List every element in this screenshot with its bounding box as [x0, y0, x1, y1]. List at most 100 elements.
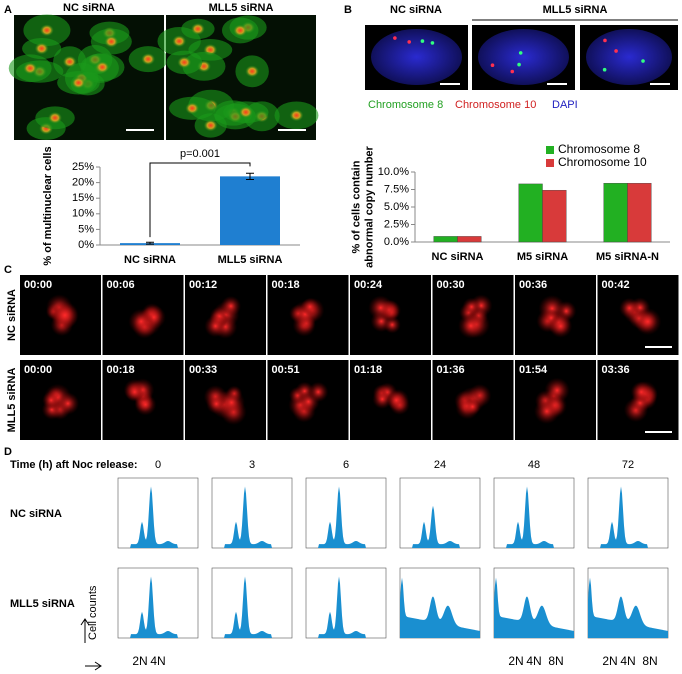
- histogram: [306, 576, 386, 638]
- time: 3: [249, 459, 255, 471]
- histogram: [118, 576, 198, 638]
- error-bar: [146, 241, 154, 245]
- y-axis-label: % of cells contain: [350, 160, 362, 253]
- ploidy-label: 2N: [132, 654, 147, 668]
- chromatin: [634, 308, 662, 336]
- row-label: NC siRNA: [10, 508, 62, 520]
- x-tick-label: NC siRNA: [432, 251, 484, 263]
- timestamp: 01:54: [519, 364, 548, 376]
- legend-entry: Chromosome 10: [558, 155, 647, 169]
- histogram: [494, 486, 574, 548]
- time: 72: [622, 459, 634, 471]
- histogram-frame: [305, 567, 387, 639]
- probe: [510, 69, 515, 74]
- axis-arrows: [80, 618, 102, 671]
- image-label: NC siRNA: [63, 2, 115, 14]
- timestamp: 00:51: [272, 364, 300, 376]
- timestamp: 00:18: [107, 364, 135, 376]
- significance-bracket: [149, 162, 251, 238]
- histogram: [588, 486, 668, 548]
- nucleus: [34, 42, 49, 55]
- probe: [603, 38, 607, 43]
- chromatin: [458, 312, 484, 339]
- histogram: [588, 577, 668, 638]
- y-axis-label: abnormal copy number: [363, 145, 375, 267]
- x-tick-label: NC siRNA: [124, 254, 176, 266]
- timestamp: 00:00: [24, 364, 52, 376]
- bar: [603, 182, 628, 243]
- panel-letter: B: [344, 4, 352, 16]
- ploidy-label: 4N: [620, 654, 635, 668]
- chromatin: [383, 316, 401, 334]
- bar: [627, 182, 652, 243]
- y-tick-label: 7.5%: [384, 183, 409, 195]
- nucleus: [203, 119, 218, 132]
- nucleus: [23, 62, 38, 75]
- row-label: NC siRNA: [6, 289, 18, 341]
- nucleus: [371, 29, 462, 85]
- nucleus: [190, 22, 205, 35]
- chromatin: [462, 297, 481, 317]
- nucleus: [104, 35, 119, 48]
- y-tick-label: 25%: [72, 161, 94, 173]
- y-tick-label: 5%: [78, 223, 94, 235]
- bar: [518, 183, 543, 243]
- chromatin: [128, 308, 154, 335]
- chromatin: [301, 297, 319, 316]
- chromatin: [56, 392, 80, 415]
- chromatin: [630, 381, 653, 403]
- chromatin: [204, 315, 227, 338]
- timestamp: 00:12: [189, 279, 217, 291]
- chromatin: [464, 398, 481, 416]
- bar: [220, 176, 280, 245]
- nucleus: [478, 29, 569, 85]
- timestamp: 00:30: [437, 279, 465, 291]
- row-label: MLL5 siRNA: [6, 368, 18, 433]
- panel-letter: C: [4, 264, 12, 276]
- y-tick-label: 10.0%: [378, 166, 409, 178]
- time-label: Time (h) aft Noc release:: [10, 459, 138, 471]
- ploidy-label: 4N: [526, 654, 541, 668]
- nucleus: [62, 55, 77, 68]
- histogram-frame: [117, 477, 199, 549]
- time: 0: [155, 459, 161, 471]
- timestamp: 01:18: [354, 364, 382, 376]
- y-tick-label: 0.0%: [384, 236, 409, 248]
- histogram-frame: [399, 477, 481, 549]
- nucleus: [141, 53, 156, 66]
- timestamp: 00:42: [602, 279, 630, 291]
- nucleus: [177, 56, 192, 69]
- micrograph: [157, 15, 319, 140]
- y-tick-label: 10%: [72, 208, 94, 220]
- timestamp: 00:06: [107, 279, 135, 291]
- histogram: [212, 486, 292, 548]
- y-axis-label: % of multinuclear cells: [42, 146, 54, 265]
- histogram-frame: [493, 477, 575, 549]
- image-label: MLL5 siRNA: [543, 4, 608, 16]
- nucleus: [48, 111, 63, 124]
- y-tick-label: 20%: [72, 177, 94, 189]
- probe: [641, 59, 645, 63]
- x-tick-label: M5 siRNA-N: [596, 251, 659, 263]
- timestamp: 00:33: [189, 364, 217, 376]
- panel-letter: A: [4, 4, 12, 16]
- timestamp: 00:36: [519, 279, 547, 291]
- probe: [490, 63, 495, 68]
- probe: [407, 40, 412, 44]
- histogram: [400, 505, 480, 548]
- ploidy-label: 2N: [602, 654, 617, 668]
- bar: [457, 236, 482, 243]
- legend-entry: Chromosome 8: [558, 142, 640, 156]
- y-tick-label: 0%: [78, 239, 94, 251]
- histogram: [400, 577, 480, 638]
- legend-swatch: [546, 146, 554, 154]
- probe: [614, 49, 618, 53]
- error-bar: [246, 172, 254, 180]
- chromatin: [206, 393, 227, 415]
- timestamp: 00:18: [272, 279, 300, 291]
- probe: [420, 39, 425, 43]
- probe: [393, 36, 397, 40]
- x-tick-label: M5 siRNA: [517, 251, 568, 263]
- micrograph: [8, 14, 168, 140]
